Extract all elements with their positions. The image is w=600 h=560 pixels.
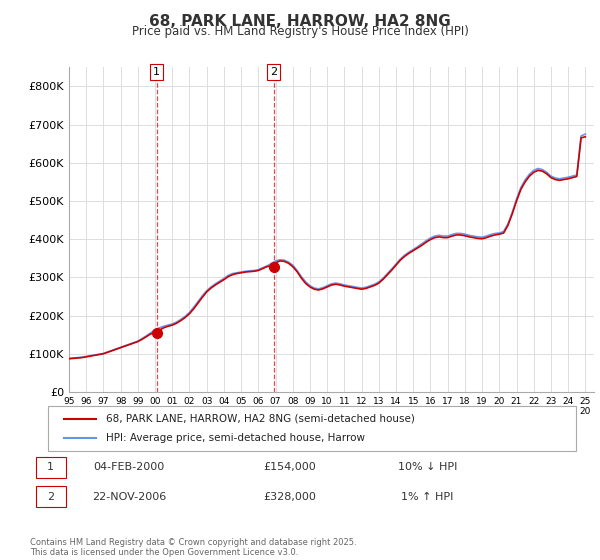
- Text: HPI: Average price, semi-detached house, Harrow: HPI: Average price, semi-detached house,…: [106, 433, 365, 444]
- Text: £154,000: £154,000: [263, 462, 316, 472]
- Text: Price paid vs. HM Land Registry's House Price Index (HPI): Price paid vs. HM Land Registry's House …: [131, 25, 469, 38]
- Text: 2: 2: [270, 67, 277, 77]
- Text: 10% ↓ HPI: 10% ↓ HPI: [398, 462, 457, 472]
- Text: Contains HM Land Registry data © Crown copyright and database right 2025.
This d: Contains HM Land Registry data © Crown c…: [30, 538, 356, 557]
- Text: £328,000: £328,000: [263, 492, 316, 502]
- Text: 1: 1: [47, 462, 54, 472]
- Text: 22-NOV-2006: 22-NOV-2006: [92, 492, 166, 502]
- Text: 04-FEB-2000: 04-FEB-2000: [94, 462, 165, 472]
- Text: 1: 1: [153, 67, 160, 77]
- Text: 68, PARK LANE, HARROW, HA2 8NG: 68, PARK LANE, HARROW, HA2 8NG: [149, 14, 451, 29]
- Text: 2: 2: [47, 492, 54, 502]
- FancyBboxPatch shape: [48, 406, 576, 451]
- FancyBboxPatch shape: [35, 457, 66, 478]
- Text: 1% ↑ HPI: 1% ↑ HPI: [401, 492, 454, 502]
- Text: 68, PARK LANE, HARROW, HA2 8NG (semi-detached house): 68, PARK LANE, HARROW, HA2 8NG (semi-det…: [106, 413, 415, 423]
- FancyBboxPatch shape: [35, 486, 66, 507]
